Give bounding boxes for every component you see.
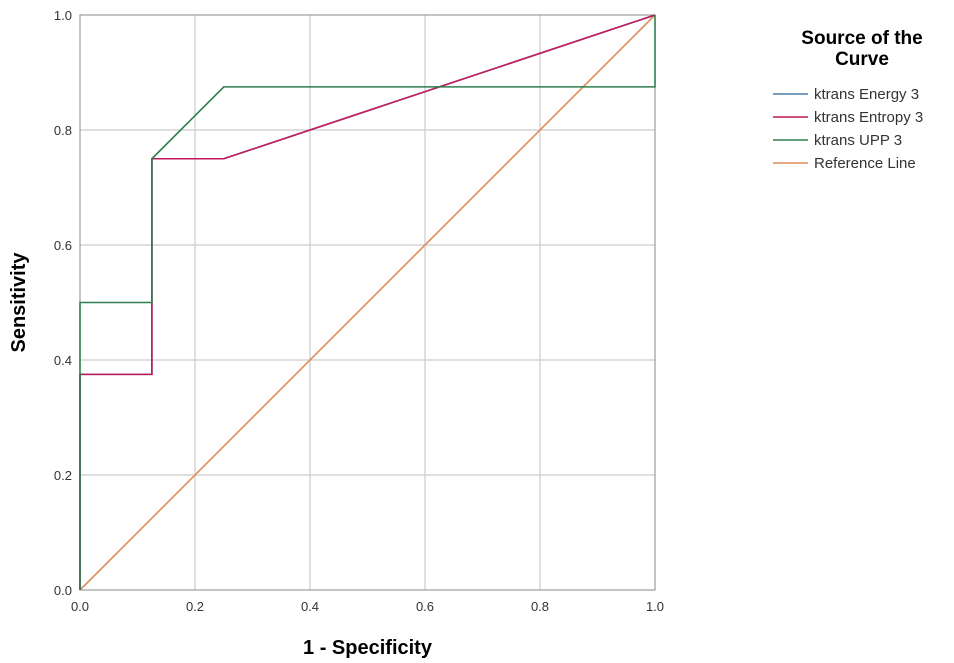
legend: Source of the Curve ktrans Energy 3ktran…	[773, 28, 923, 172]
grid	[80, 15, 655, 590]
legend-label-ktrans-upp-3: ktrans UPP 3	[814, 132, 902, 149]
y-tick-label: 1.0	[54, 8, 72, 23]
legend-title-line-1: Source of the	[801, 28, 922, 49]
legend-label-reference-line: Reference Line	[814, 155, 916, 172]
y-tick-label: 0.2	[54, 468, 72, 483]
y-tick-label: 0.0	[54, 583, 72, 598]
series-line-ktrans-upp-3	[79, 15, 656, 590]
legend-items: ktrans Energy 3 ktrans Entropy 3 ktrans UP…	[773, 86, 923, 172]
x-tick-label: 0.0	[71, 599, 89, 614]
y-tick-label: 0.4	[54, 353, 72, 368]
y-tick-label: 0.8	[54, 123, 72, 138]
x-tick-label: 0.4	[301, 599, 319, 614]
x-tick-label: 0.2	[186, 599, 204, 614]
legend-title-line-2: Curve	[835, 49, 889, 70]
series-lines	[79, 14, 656, 591]
x-axis-title: 1 - Specificity	[303, 637, 433, 659]
legend-label-ktrans-entropy-3: ktrans Entropy 3	[814, 109, 923, 126]
y-tick-label: 0.6	[54, 238, 72, 253]
x-tick-label: 1.0	[646, 599, 664, 614]
tick-labels: 0.0 0.2 0.4 0.6 0.8 1.0 0.0 0.2 0.4 0.6 0.8 1.0	[54, 8, 664, 614]
series-line-reference-line	[79, 14, 656, 591]
legend-label-ktrans-energy-3: ktrans Energy 3	[814, 86, 919, 103]
x-tick-label: 0.8	[531, 599, 549, 614]
y-axis-title: Sensitivity	[8, 252, 30, 353]
x-tick-label: 0.6	[416, 599, 434, 614]
